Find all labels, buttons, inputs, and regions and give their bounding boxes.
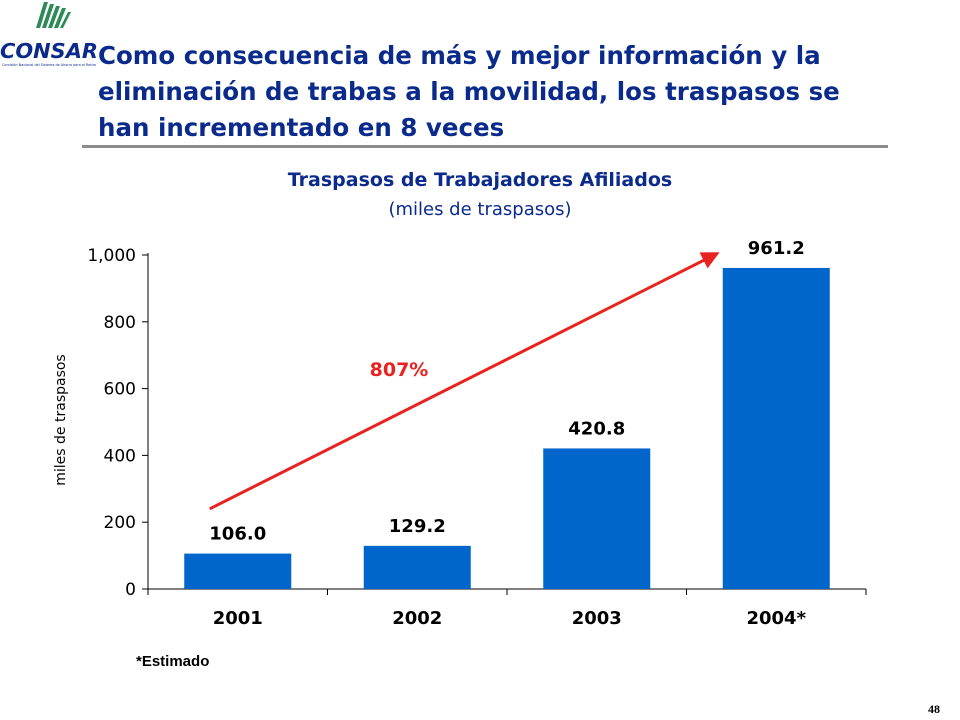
bar [543, 448, 651, 589]
bar [722, 267, 830, 589]
y-tick-label: 0 [125, 580, 136, 600]
y-tick-label: 1,000 [87, 246, 136, 266]
y-axis: 0 200 400 600 800 1,000 [87, 246, 149, 600]
consar-logo: CONSAR Comisión Nacional del Sistema de … [0, 2, 98, 67]
x-tick-label: 2004* [746, 608, 806, 629]
data-label: 106.0 [209, 524, 266, 545]
y-tick-label: 400 [104, 446, 136, 466]
data-label: 420.8 [568, 418, 625, 439]
y-axis-label: miles de traspasos [53, 354, 69, 485]
bars [184, 267, 830, 589]
logo-mark [36, 2, 71, 28]
growth-annotation-label: 807% [370, 359, 429, 381]
y-tick-label: 600 [104, 380, 136, 400]
footnote: *Estimado [136, 653, 210, 670]
logo-subtext: Comisión Nacional del Sistema de Ahorro … [2, 63, 96, 67]
heading-divider [82, 145, 888, 148]
y-tick-label: 200 [104, 513, 136, 533]
growth-arrow [209, 252, 720, 511]
logo-wordmark: CONSAR [0, 39, 98, 63]
data-label: 129.2 [389, 516, 446, 537]
growth-annotation: 807% [209, 252, 720, 511]
x-tick-label: 2003 [572, 608, 622, 629]
x-axis: 2001 2002 2003 2004* [147, 588, 867, 629]
page-number: 48 [928, 702, 940, 716]
y-tick-label: 800 [104, 313, 136, 333]
chart-subtitle: (miles de traspasos) [388, 199, 572, 220]
data-label: 961.2 [748, 238, 805, 259]
x-tick-label: 2002 [392, 608, 442, 629]
slide-heading: Como consecuencia de más y mejor informa… [98, 41, 840, 142]
bar [363, 545, 471, 589]
chart-title: Traspasos de Trabajadores Afiliados [287, 169, 673, 191]
bar [184, 553, 292, 589]
x-tick-label: 2001 [213, 608, 263, 629]
data-labels: 106.0 129.2 420.8 961.2 [209, 238, 804, 545]
